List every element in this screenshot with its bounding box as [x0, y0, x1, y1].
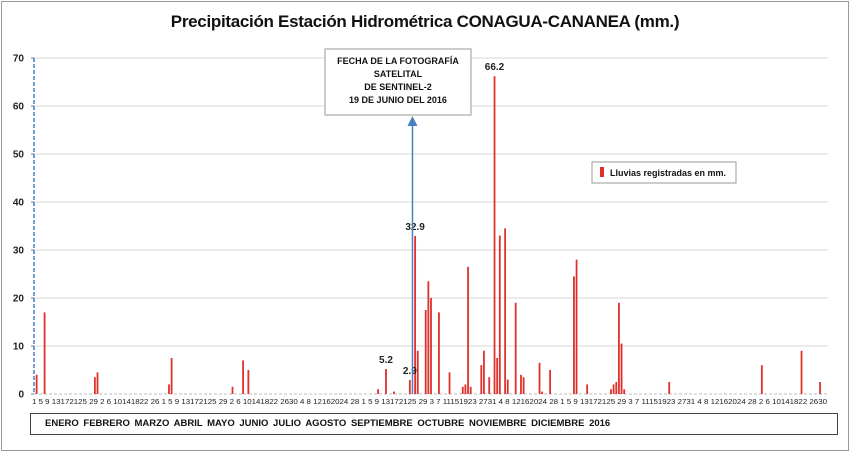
data-label: 32.9 [405, 222, 425, 233]
bar [520, 374, 522, 394]
annotation-text: SATELITAL [374, 69, 423, 79]
y-tick-label: 10 [13, 342, 25, 353]
bar [504, 228, 507, 394]
bar [819, 382, 821, 394]
bar [168, 384, 170, 394]
bar [506, 379, 509, 394]
bar [615, 382, 618, 394]
bar [430, 298, 432, 394]
bar [469, 386, 472, 394]
data-label: 66.2 [485, 62, 505, 73]
y-tick-label: 0 [18, 390, 24, 401]
bar [498, 235, 501, 394]
bar [377, 389, 379, 394]
bars [35, 76, 821, 395]
bar [170, 358, 173, 394]
legend-label: Lluvias registradas en mm. [610, 168, 726, 178]
bar [385, 369, 387, 394]
bar [247, 370, 250, 394]
y-tick-label: 60 [13, 102, 25, 113]
y-tick-label: 20 [13, 294, 25, 305]
y-tick-label: 30 [13, 246, 25, 257]
bar [538, 362, 541, 394]
bar [620, 343, 623, 394]
annotation-arrow-head [407, 116, 418, 126]
month-labels-box: ENERO FEBRERO MARZO ABRIL MAYO JUNIO JUL… [30, 413, 838, 435]
data-labels: 5.2 2.9 32.9 66.2 [379, 62, 505, 377]
annotation: FECHA DE LA FOTOGRAFÍA SATELITAL DE SENTIN… [324, 48, 472, 394]
y-tick-label: 40 [13, 198, 25, 209]
bar [612, 384, 615, 394]
bar [408, 380, 411, 394]
bar [514, 302, 517, 394]
bar [242, 360, 244, 394]
bar [480, 365, 483, 394]
bar [464, 384, 467, 394]
bar [461, 386, 464, 394]
bar [448, 372, 451, 394]
bar [416, 350, 419, 394]
bar [393, 391, 395, 394]
bar [93, 377, 96, 394]
annotation-text: FECHA DE LA FOTOGRAFÍA [337, 56, 459, 66]
bar [96, 372, 99, 394]
y-tick-label: 50 [13, 150, 25, 161]
annotation-text: 19 DE JUNIO DEL 2016 [349, 95, 447, 105]
annotation-box [324, 48, 472, 116]
chart-title: Precipitación Estación Hidrométrica CONA… [170, 12, 680, 31]
bar [668, 382, 671, 394]
legend: Lluvias registradas en mm. [591, 161, 737, 184]
bar [575, 259, 578, 394]
bar [493, 76, 496, 395]
bar [800, 350, 803, 394]
data-label: 5.2 [379, 355, 393, 366]
bar [573, 276, 575, 394]
bar [618, 302, 620, 394]
legend-box [591, 161, 737, 184]
bar [623, 389, 626, 394]
bar [760, 365, 763, 394]
bar [35, 374, 38, 394]
bar [43, 312, 46, 394]
bar [541, 391, 544, 394]
bar [483, 350, 485, 394]
bar [467, 266, 469, 394]
bar [586, 384, 589, 394]
legend-swatch [600, 167, 604, 177]
bar [231, 386, 234, 394]
bar [438, 312, 440, 394]
data-label: 2.9 [403, 366, 417, 377]
bar [414, 236, 417, 394]
bar [488, 377, 491, 394]
bar [522, 377, 525, 394]
annotation-text: DE SENTINEL-2 [364, 82, 432, 92]
month-labels: ENERO FEBRERO MARZO ABRIL MAYO JUNIO JUL… [45, 418, 611, 429]
bar [496, 358, 499, 394]
bar [549, 370, 551, 394]
bar [427, 281, 430, 394]
x-tick-labels: 1 5 9 13172125 29 2 6 10141822 26 1 5 9 … [32, 397, 827, 406]
y-tick-label: 70 [13, 54, 25, 65]
bar [424, 310, 427, 394]
bar [610, 389, 612, 394]
